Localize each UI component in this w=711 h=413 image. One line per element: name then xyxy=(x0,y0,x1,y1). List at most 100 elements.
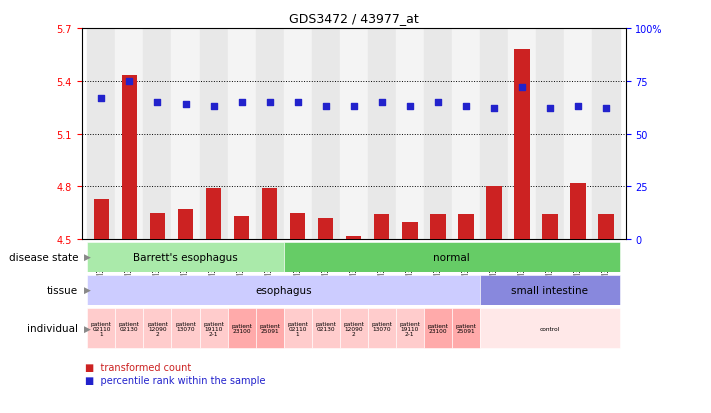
Point xyxy=(96,95,107,102)
Bar xyxy=(178,210,193,240)
Bar xyxy=(200,29,228,240)
Bar xyxy=(144,309,171,348)
Text: patient
23100: patient 23100 xyxy=(231,323,252,333)
Bar xyxy=(570,183,586,240)
Bar xyxy=(318,218,333,240)
Point xyxy=(488,106,500,112)
Point xyxy=(404,104,415,110)
Point xyxy=(208,104,219,110)
Bar xyxy=(402,222,417,240)
Bar xyxy=(200,309,228,348)
Text: patient
02110
1: patient 02110 1 xyxy=(91,321,112,336)
Bar xyxy=(508,29,536,240)
Bar xyxy=(87,275,480,305)
Bar xyxy=(452,309,480,348)
Text: patient
02130: patient 02130 xyxy=(315,321,336,336)
Bar xyxy=(228,309,255,348)
Text: esophagus: esophagus xyxy=(255,285,312,295)
Text: Barrett's esophagus: Barrett's esophagus xyxy=(133,252,238,262)
Text: ▶: ▶ xyxy=(84,286,91,294)
Bar xyxy=(542,215,557,240)
Point xyxy=(320,104,331,110)
Text: control: control xyxy=(540,326,560,331)
Text: patient
02130: patient 02130 xyxy=(119,321,140,336)
Text: small intestine: small intestine xyxy=(511,285,589,295)
Text: GDS3472 / 43977_at: GDS3472 / 43977_at xyxy=(289,12,419,25)
Bar xyxy=(480,309,620,348)
Text: individual: individual xyxy=(27,323,78,333)
Text: ■  percentile rank within the sample: ■ percentile rank within the sample xyxy=(85,375,266,385)
Bar xyxy=(255,309,284,348)
Point xyxy=(348,104,359,110)
Bar xyxy=(340,309,368,348)
Point xyxy=(545,106,556,112)
Bar xyxy=(205,189,221,240)
Text: ▶: ▶ xyxy=(84,324,91,333)
Text: patient
12090
2: patient 12090 2 xyxy=(147,321,168,336)
Bar xyxy=(480,29,508,240)
Bar xyxy=(87,309,115,348)
Bar xyxy=(290,213,305,240)
Point xyxy=(180,102,191,108)
Bar xyxy=(122,76,137,240)
Bar xyxy=(374,215,390,240)
Point xyxy=(151,99,163,106)
Text: patient
25091: patient 25091 xyxy=(456,323,476,333)
Text: patient
13070: patient 13070 xyxy=(175,321,196,336)
Point xyxy=(236,99,247,106)
Bar xyxy=(452,29,480,240)
Bar xyxy=(284,29,311,240)
Point xyxy=(124,78,135,85)
Text: patient
19110
2-1: patient 19110 2-1 xyxy=(400,321,420,336)
Point xyxy=(376,99,387,106)
Bar xyxy=(284,242,620,272)
Bar xyxy=(480,275,620,305)
Bar xyxy=(368,309,396,348)
Point xyxy=(432,99,444,106)
Text: normal: normal xyxy=(434,252,470,262)
Bar xyxy=(424,29,452,240)
Bar xyxy=(115,29,144,240)
Point xyxy=(292,99,304,106)
Bar xyxy=(592,29,620,240)
Bar xyxy=(115,309,144,348)
Bar xyxy=(486,187,502,240)
Text: patient
02110
1: patient 02110 1 xyxy=(287,321,308,336)
Bar xyxy=(346,236,361,240)
Text: ■  transformed count: ■ transformed count xyxy=(85,363,191,373)
Point xyxy=(600,106,611,112)
Bar xyxy=(262,189,277,240)
Bar xyxy=(150,213,165,240)
Text: patient
25091: patient 25091 xyxy=(260,323,280,333)
Text: patient
19110
2-1: patient 19110 2-1 xyxy=(203,321,224,336)
Text: disease state: disease state xyxy=(9,252,78,262)
Bar xyxy=(424,309,452,348)
Point xyxy=(572,104,584,110)
Bar xyxy=(255,29,284,240)
Bar xyxy=(430,215,446,240)
Point xyxy=(516,85,528,91)
Bar xyxy=(87,29,115,240)
Bar xyxy=(564,29,592,240)
Bar xyxy=(396,29,424,240)
Point xyxy=(264,99,275,106)
Bar xyxy=(311,29,340,240)
Text: patient
13070: patient 13070 xyxy=(371,321,392,336)
Bar xyxy=(514,50,530,240)
Bar xyxy=(284,309,311,348)
Bar xyxy=(599,215,614,240)
Bar xyxy=(144,29,171,240)
Bar xyxy=(340,29,368,240)
Bar xyxy=(396,309,424,348)
Bar xyxy=(94,199,109,240)
Bar xyxy=(536,29,564,240)
Bar xyxy=(311,309,340,348)
Bar xyxy=(228,29,255,240)
Point xyxy=(460,104,471,110)
Text: ▶: ▶ xyxy=(84,253,91,261)
Bar xyxy=(458,215,474,240)
Bar xyxy=(234,217,250,240)
Bar xyxy=(87,242,284,272)
Bar xyxy=(171,309,200,348)
Bar xyxy=(368,29,396,240)
